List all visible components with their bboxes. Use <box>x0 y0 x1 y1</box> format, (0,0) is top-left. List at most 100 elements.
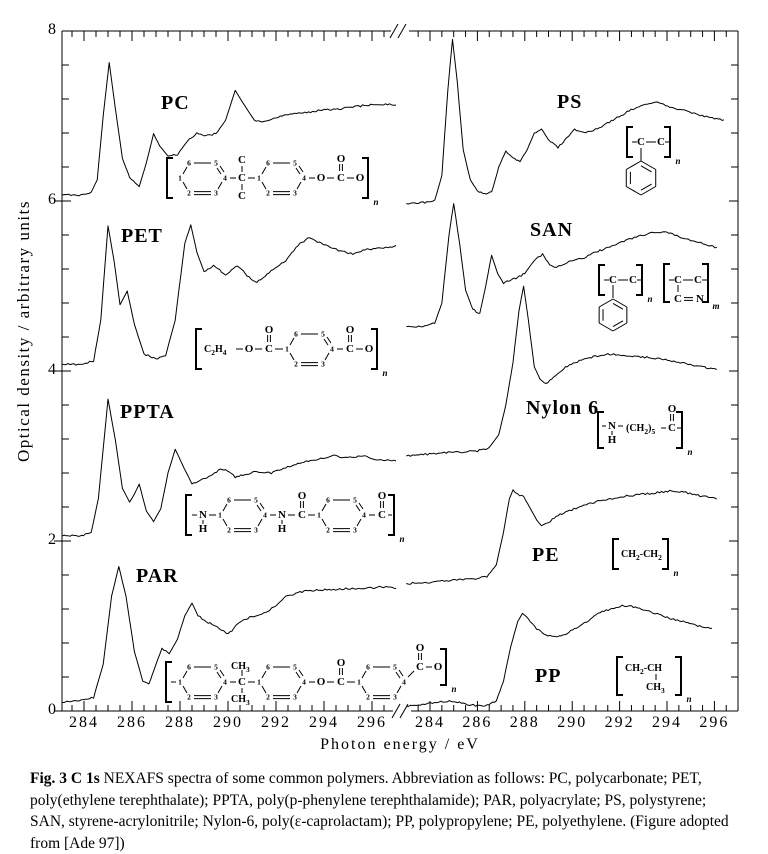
svg-text:N: N <box>696 293 704 305</box>
svg-text:5: 5 <box>293 159 297 168</box>
svg-text:3: 3 <box>393 693 397 702</box>
svg-text:6: 6 <box>266 159 270 168</box>
svg-text:O: O <box>245 343 254 355</box>
svg-text:O: O <box>346 324 355 336</box>
svg-text:C2H4: C2H4 <box>204 344 227 357</box>
svg-text:3: 3 <box>214 189 218 198</box>
svg-text:CH3: CH3 <box>231 694 250 707</box>
x-axis-title: Photon energy / eV <box>320 736 480 753</box>
svg-text:5: 5 <box>214 663 218 672</box>
svg-text:O: O <box>317 172 326 184</box>
series-PAR <box>62 566 397 703</box>
pp-structure: CH2-CH CH3 n <box>616 656 692 704</box>
svg-text:1: 1 <box>257 174 261 183</box>
svg-text:O: O <box>356 172 365 184</box>
svg-text:C: C <box>637 136 645 148</box>
svg-text:n: n <box>647 294 652 304</box>
svg-text:C: C <box>238 190 246 202</box>
svg-text:1: 1 <box>257 678 261 687</box>
svg-text:O: O <box>298 490 307 502</box>
series-PPTA <box>62 398 397 537</box>
svg-text:C: C <box>378 509 386 521</box>
svg-text:O: O <box>265 324 274 336</box>
svg-text:H: H <box>608 434 617 446</box>
svg-text:4: 4 <box>263 511 267 520</box>
svg-text:n: n <box>687 447 692 457</box>
svg-text:C: C <box>265 343 273 355</box>
svg-text:C: C <box>416 661 424 673</box>
svg-text:2: 2 <box>227 526 231 535</box>
y-axis-title: Optical density / arbitrary units <box>14 200 33 462</box>
series-PE <box>406 489 718 585</box>
svg-text:3: 3 <box>293 189 297 198</box>
svg-text:2: 2 <box>326 526 330 535</box>
svg-text:1: 1 <box>357 678 361 687</box>
svg-text:2: 2 <box>294 360 298 369</box>
svg-text:n: n <box>686 694 691 704</box>
svg-text:C: C <box>668 422 676 434</box>
svg-text:O: O <box>337 153 346 165</box>
svg-text:C: C <box>694 274 702 286</box>
svg-text:5: 5 <box>293 663 297 672</box>
caption-figure-number: Fig. 3 C 1s <box>30 770 100 787</box>
svg-text:4: 4 <box>223 174 227 183</box>
svg-text:n: n <box>675 156 680 166</box>
svg-text:3: 3 <box>254 526 258 535</box>
svg-text:C: C <box>298 509 306 521</box>
svg-text:C: C <box>629 274 637 286</box>
svg-text:O: O <box>365 343 374 355</box>
svg-text:2: 2 <box>187 189 191 198</box>
svg-text:CH2-CH2: CH2-CH2 <box>621 549 662 562</box>
axis-frame <box>61 30 739 712</box>
svg-text:1: 1 <box>178 678 182 687</box>
svg-text:C: C <box>238 676 246 688</box>
ps-structure: C Cn <box>625 126 681 196</box>
svg-text:4: 4 <box>362 511 366 520</box>
caption-text: NEXAFS spectra of some common polymers. … <box>30 770 729 852</box>
svg-text:5: 5 <box>214 159 218 168</box>
svg-text:O: O <box>434 661 443 673</box>
svg-text:6: 6 <box>187 663 191 672</box>
svg-text:n: n <box>399 534 404 544</box>
svg-text:2: 2 <box>187 693 191 702</box>
svg-text:3: 3 <box>293 693 297 702</box>
svg-text:4: 4 <box>330 345 334 354</box>
svg-text:O: O <box>378 490 387 502</box>
svg-text:4: 4 <box>223 678 227 687</box>
series-Nylon6 <box>406 285 718 457</box>
axis-break-marks <box>389 23 409 719</box>
axis-ticks <box>54 30 738 712</box>
svg-text:5: 5 <box>321 330 325 339</box>
svg-text:N: N <box>278 509 286 521</box>
svg-text:C: C <box>337 172 345 184</box>
svg-text:H: H <box>278 523 287 535</box>
svg-text:(CH2)5: (CH2)5 <box>626 423 655 436</box>
svg-text:n: n <box>451 684 456 694</box>
series-PP <box>406 604 712 707</box>
svg-text:CH3: CH3 <box>231 661 250 674</box>
svg-text:6: 6 <box>266 663 270 672</box>
svg-text:6: 6 <box>187 159 191 168</box>
svg-text:6: 6 <box>227 496 231 505</box>
svg-text:5: 5 <box>393 663 397 672</box>
svg-text:n: n <box>373 197 378 207</box>
svg-text:H: H <box>199 523 208 535</box>
svg-text:1: 1 <box>317 511 321 520</box>
svg-text:C: C <box>346 343 354 355</box>
svg-text:C: C <box>657 136 665 148</box>
svg-text:m: m <box>712 301 719 311</box>
svg-text:O: O <box>317 676 326 688</box>
svg-text:6: 6 <box>366 663 370 672</box>
svg-text:1: 1 <box>178 174 182 183</box>
svg-text:O: O <box>668 403 677 415</box>
svg-text:O: O <box>416 642 425 654</box>
series-PS <box>406 38 725 205</box>
svg-text:CH2-CH: CH2-CH <box>625 663 662 676</box>
svg-text:C: C <box>609 274 617 286</box>
svg-text:O: O <box>337 657 346 669</box>
svg-text:3: 3 <box>353 526 357 535</box>
svg-text:n: n <box>673 568 678 578</box>
